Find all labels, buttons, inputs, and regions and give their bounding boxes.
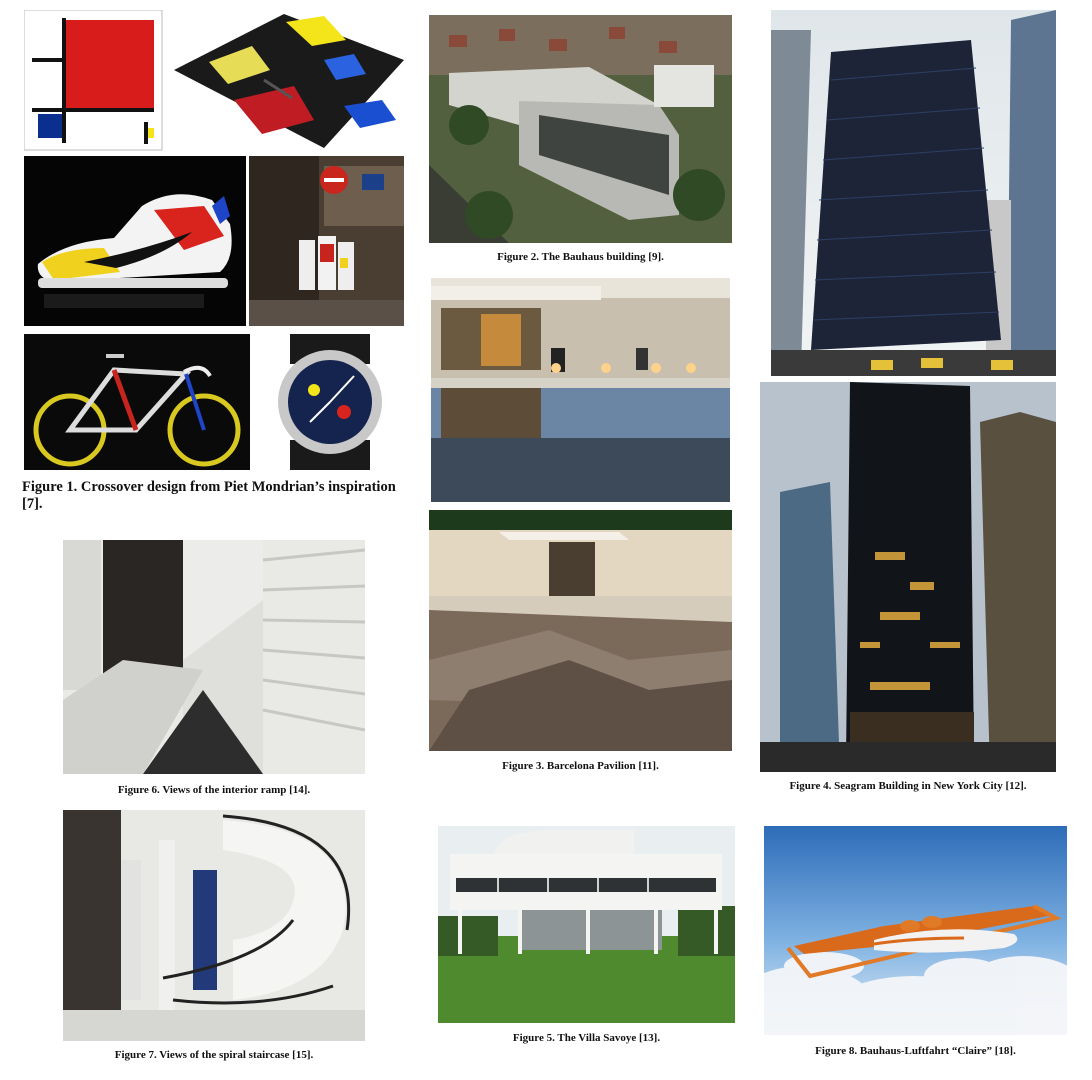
figure-5-villa-savoye-photo — [438, 826, 735, 1023]
mondrian-bicycle-image — [24, 334, 250, 470]
figure-8-claire-aircraft-image — [764, 826, 1067, 1035]
figure-1-caption: Figure 1. Crossover design from Piet Mon… — [22, 479, 396, 512]
figure-4-caption: Figure 4. Seagram Building in New York C… — [789, 780, 1027, 792]
figure-7-staircase-photo — [63, 810, 365, 1041]
figure-8-caption: Figure 8. Bauhaus-Luftfahrt “Claire” [18… — [815, 1045, 1016, 1057]
figure-7-caption: Figure 7. Views of the spiral staircase … — [114, 1049, 314, 1061]
figure-5-caption: Figure 5. The Villa Savoye [13]. — [512, 1032, 661, 1044]
mondrian-tray-image — [169, 10, 404, 150]
mondrian-painting-image — [24, 10, 163, 151]
figure-3-pavilion-pool-photo — [429, 510, 732, 751]
mondrian-watch-image — [256, 334, 404, 470]
mondrian-dresses-photo — [249, 156, 404, 326]
figure-4-seagram-dusk-photo — [760, 382, 1056, 772]
figure-6-caption: Figure 6. Views of the interior ramp [14… — [117, 784, 311, 796]
figure-1-collage — [24, 10, 404, 470]
figure-3-caption: Figure 3. Barcelona Pavilion [11]. — [502, 760, 659, 772]
mondrian-sneaker-image — [24, 156, 246, 326]
figure-2-bauhaus-photo — [429, 15, 732, 243]
figure-6-ramp-photo — [63, 540, 365, 774]
figure-3-pavilion-night-photo — [431, 278, 730, 502]
figure-2-caption: Figure 2. The Bauhaus building [9]. — [497, 251, 664, 263]
figure-4-seagram-day-photo — [771, 10, 1056, 376]
